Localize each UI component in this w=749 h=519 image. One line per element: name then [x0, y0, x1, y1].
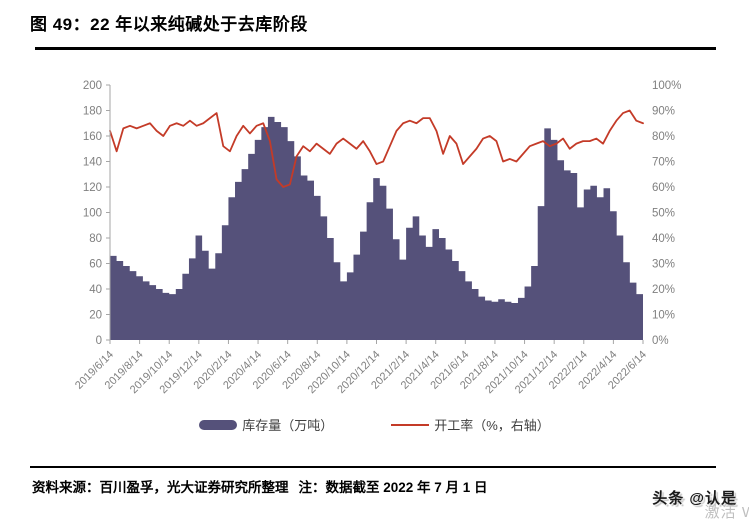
y-axis-left-tick-label: 0 — [96, 335, 102, 347]
legend-operating-rate-label: 开工率（%，右轴） — [434, 418, 550, 433]
y-axis-right-tick-label: 70% — [652, 157, 675, 169]
figure-title: 图 49：22 年以来纯碱处于去库阶段 — [30, 15, 308, 34]
y-axis-left-tick-label: 160 — [83, 131, 102, 143]
inventory-area-swatch-icon — [199, 419, 238, 430]
note-text: 注：数据截至 2022 年 7 月 1 日 — [298, 480, 488, 495]
y-axis-left-tick-label: 60 — [89, 259, 102, 271]
y-axis-left-tick-label: 120 — [83, 182, 102, 194]
chart-legend: 库存量（万吨） 开工率（%，右轴） — [0, 415, 749, 434]
y-axis-right-tick-label: 80% — [652, 131, 675, 143]
source-text: 资料来源：百川盈孚，光大证券研究所整理 — [32, 480, 289, 495]
operating-rate-line-swatch-icon — [391, 423, 430, 426]
y-axis-left-tick-label: 80 — [89, 233, 102, 245]
y-axis-left-tick-label: 200 — [83, 80, 102, 92]
legend-item-operating-rate: 开工率（%，右轴） — [391, 415, 550, 434]
y-axis-left-tick-label: 40 — [89, 284, 102, 296]
watermark-toutiao: 头条 @认是 — [652, 490, 737, 507]
inventory-operating-rate-chart: 200 100%180 90%160 80%140 70%120 60%100 50%80 4… — [73, 80, 681, 396]
y-axis-left-tick-label: 140 — [83, 157, 102, 169]
legend-inventory-label: 库存量（万吨） — [242, 418, 334, 433]
inventory-area-series — [110, 116, 643, 340]
title-divider — [35, 47, 716, 50]
y-axis-right-tick-label: 100% — [652, 80, 681, 92]
y-axis-left-tick-label: 100 — [83, 208, 102, 220]
legend-item-inventory: 库存量（万吨） — [199, 415, 333, 434]
y-axis-right-tick-label: 20% — [652, 284, 675, 296]
footer-divider — [30, 466, 716, 468]
y-axis-right-tick-label: 30% — [652, 259, 675, 271]
y-axis-left-tick-label: 20 — [89, 310, 102, 322]
y-axis-left-tick-label: 180 — [83, 106, 102, 118]
y-axis-right-tick-label: 0% — [652, 335, 669, 347]
y-axis-right-tick-label: 60% — [652, 182, 675, 194]
operating-rate-line-series — [109, 109, 644, 188]
y-axis-right-tick-label: 90% — [652, 106, 675, 118]
watermark-activate: 激活 W — [704, 504, 749, 519]
y-axis-right-tick-label: 50% — [652, 208, 675, 220]
y-axis-right-tick-label: 40% — [652, 233, 675, 245]
figure-footnote: 资料来源：百川盈孚，光大证券研究所整理 注：数据截至 2022 年 7 月 1 日 — [32, 476, 488, 496]
y-axis-right-tick-label: 10% — [652, 310, 675, 322]
